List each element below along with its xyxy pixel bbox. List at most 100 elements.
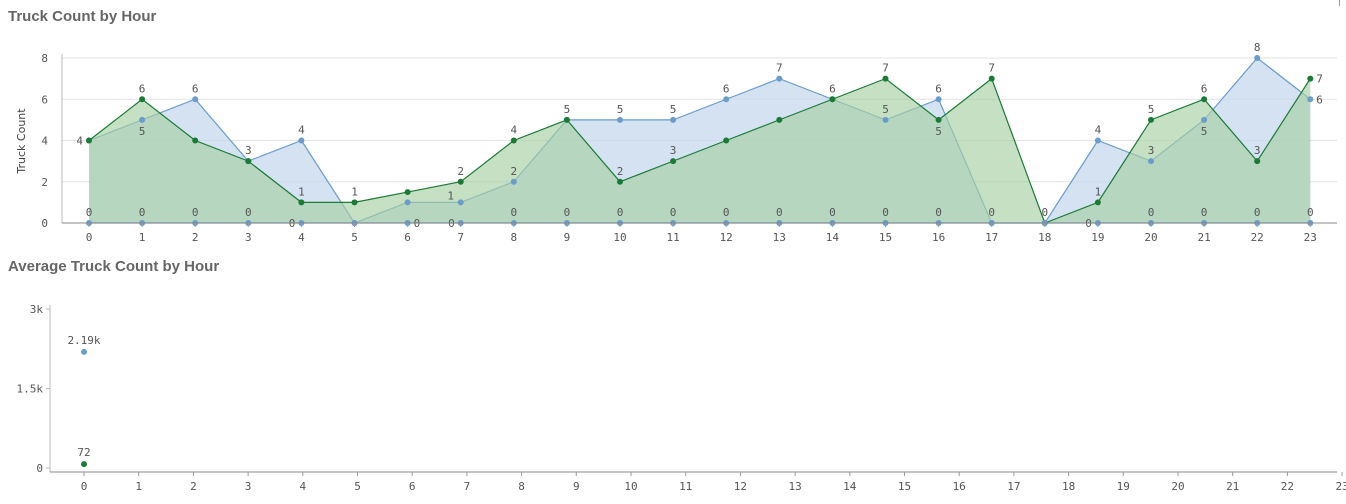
data-point[interactable] — [882, 75, 889, 82]
x-tick-label: 22 — [1281, 480, 1294, 493]
data-point[interactable] — [1254, 158, 1261, 165]
x-tick-label: 23 — [1304, 231, 1317, 244]
data-label: 0 — [510, 206, 517, 219]
data-label: 0 — [829, 206, 836, 219]
data-label: 0 — [245, 206, 252, 219]
data-point[interactable] — [723, 137, 730, 144]
data-label: 1 — [447, 189, 454, 202]
data-point[interactable] — [882, 116, 889, 123]
data-label: 5 — [1148, 103, 1155, 116]
x-tick-label: 1 — [135, 480, 142, 493]
x-tick-label: 12 — [720, 231, 733, 244]
data-label: 7 — [776, 62, 783, 75]
data-label: 7 — [1316, 73, 1323, 86]
data-point[interactable] — [457, 199, 464, 206]
data-label: 0 — [882, 206, 889, 219]
data-point[interactable] — [670, 158, 677, 165]
data-point[interactable] — [1094, 137, 1101, 144]
data-label: 0 — [617, 206, 624, 219]
data-label: 6 — [139, 82, 146, 95]
data-label: 5 — [617, 103, 624, 116]
data-point[interactable] — [139, 96, 146, 103]
x-tick-label: 1 — [139, 231, 146, 244]
data-point[interactable] — [617, 178, 623, 185]
data-point[interactable] — [404, 199, 411, 206]
data-point[interactable] — [404, 189, 411, 196]
y-tick-label: 1.5k — [17, 383, 44, 396]
data-label: 5 — [139, 125, 146, 138]
data-point[interactable] — [776, 75, 783, 82]
data-point[interactable] — [457, 178, 464, 185]
data-point[interactable] — [192, 96, 199, 103]
data-label: 1 — [298, 185, 305, 198]
data-point[interactable] — [935, 116, 942, 123]
x-tick-label: 19 — [1091, 231, 1104, 244]
y-tick-label: 0 — [36, 462, 43, 475]
data-point[interactable] — [935, 96, 942, 103]
data-label: 4 — [298, 124, 305, 137]
data-point[interactable] — [1254, 55, 1261, 61]
data-point[interactable] — [139, 116, 146, 123]
y-tick-label: 0 — [41, 217, 48, 230]
data-point[interactable] — [988, 75, 995, 82]
data-point[interactable] — [1307, 96, 1314, 103]
data-point[interactable] — [617, 116, 623, 123]
data-label: 0 — [1148, 206, 1155, 219]
data-point[interactable] — [245, 158, 252, 165]
x-tick-label: 18 — [1038, 231, 1051, 244]
data-point[interactable] — [351, 199, 358, 206]
data-point[interactable] — [723, 96, 730, 103]
x-tick-label: 20 — [1144, 231, 1157, 244]
data-point[interactable] — [1201, 116, 1208, 123]
data-label: 0 — [1254, 206, 1261, 219]
data-label: 5 — [935, 125, 942, 138]
data-point[interactable] — [86, 137, 92, 144]
x-tick-label: 2 — [192, 231, 199, 244]
data-point[interactable] — [1201, 96, 1208, 103]
x-tick-label: 10 — [613, 231, 626, 244]
x-tick-label: 0 — [81, 480, 88, 493]
y-axis-title: Truck Count — [15, 108, 28, 175]
data-point[interactable] — [1148, 116, 1154, 123]
x-tick-label: 16 — [932, 231, 945, 244]
truck-count-area-chart[interactable]: 4065060304101021042050520530607060750650… — [0, 0, 1346, 250]
x-tick-label: 7 — [464, 480, 471, 493]
data-label: 0 — [988, 206, 995, 219]
data-point[interactable] — [298, 137, 305, 144]
x-tick-label: 15 — [898, 480, 911, 493]
x-tick-label: 13 — [788, 480, 801, 493]
data-point[interactable] — [1307, 75, 1314, 82]
data-point[interactable] — [298, 199, 305, 206]
y-tick-label: 6 — [41, 93, 48, 106]
x-tick-label: 11 — [666, 231, 679, 244]
x-tick-label: 21 — [1226, 480, 1239, 493]
data-label: 3 — [245, 144, 252, 157]
y-tick-label: 3k — [30, 303, 44, 316]
data-point[interactable] — [192, 137, 199, 144]
data-label: 6 — [1201, 82, 1208, 95]
data-point[interactable] — [563, 116, 570, 123]
data-label: 4 — [76, 135, 83, 148]
data-point[interactable] — [81, 348, 87, 355]
data-point[interactable] — [776, 116, 783, 123]
x-tick-label: 6 — [404, 231, 411, 244]
x-tick-label: 20 — [1171, 480, 1184, 493]
data-point[interactable] — [510, 137, 517, 144]
data-point[interactable] — [829, 96, 836, 103]
data-label: 2 — [457, 165, 464, 178]
x-tick-label: 8 — [518, 480, 525, 493]
y-tick-label: 4 — [41, 135, 48, 148]
x-tick-label: 23 — [1335, 480, 1346, 493]
data-point[interactable] — [81, 461, 87, 468]
data-label: 2 — [510, 165, 517, 178]
data-point[interactable] — [1094, 199, 1101, 206]
data-label: 0 — [776, 206, 783, 219]
series-line-blue — [88, 57, 1311, 224]
data-label: 0 — [1041, 206, 1048, 219]
x-tick-label: 14 — [843, 480, 857, 493]
x-tick-label: 22 — [1251, 231, 1264, 244]
data-point[interactable] — [510, 178, 517, 185]
data-point[interactable] — [1148, 158, 1154, 165]
chart-title-average-truck-count: Average Truck Count by Hour — [8, 258, 220, 275]
data-point[interactable] — [670, 116, 677, 123]
